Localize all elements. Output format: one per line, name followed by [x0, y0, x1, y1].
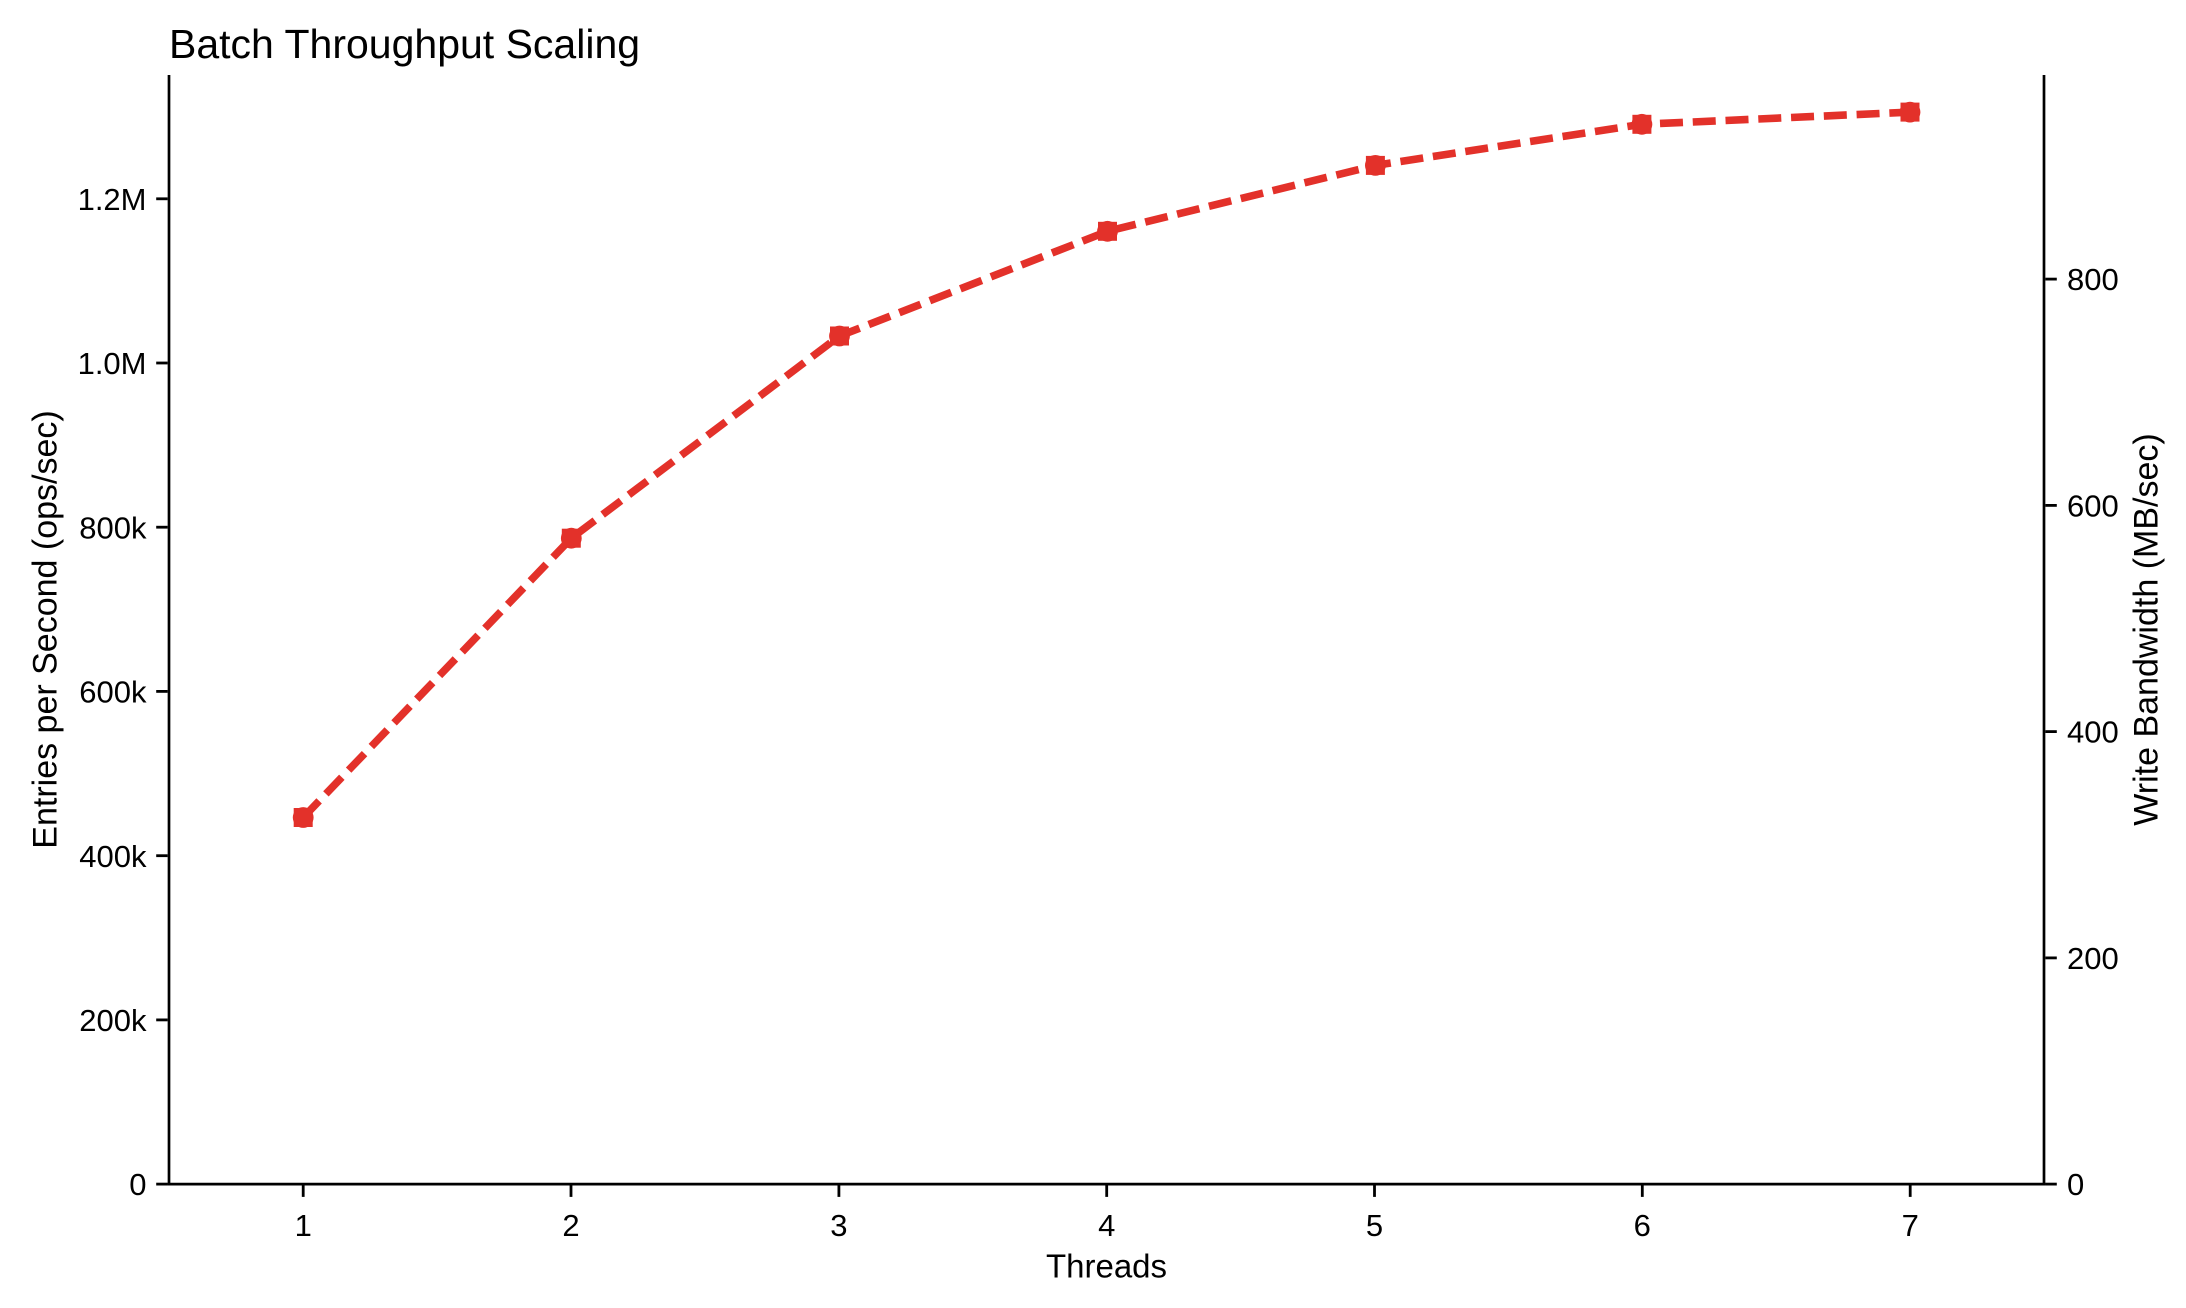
svg-text:0: 0: [2067, 1167, 2084, 1202]
svg-text:200k: 200k: [79, 1003, 147, 1038]
svg-text:1.0M: 1.0M: [78, 346, 147, 381]
svg-text:7: 7: [1902, 1208, 1919, 1243]
svg-text:1: 1: [295, 1208, 312, 1243]
svg-text:Threads: Threads: [1046, 1247, 1167, 1284]
svg-text:3: 3: [830, 1208, 847, 1243]
svg-text:Batch Throughput Scaling: Batch Throughput Scaling: [169, 21, 640, 67]
svg-text:5: 5: [1366, 1208, 1383, 1243]
svg-text:800k: 800k: [79, 510, 147, 545]
svg-text:6: 6: [1634, 1208, 1651, 1243]
svg-text:200: 200: [2067, 941, 2119, 976]
svg-text:600: 600: [2067, 489, 2119, 524]
svg-text:600k: 600k: [79, 675, 147, 710]
svg-text:800: 800: [2067, 262, 2119, 297]
svg-text:Entries per Second (ops/sec): Entries per Second (ops/sec): [27, 410, 65, 848]
svg-text:1.2M: 1.2M: [78, 182, 147, 217]
svg-text:400k: 400k: [79, 839, 147, 874]
svg-text:400: 400: [2067, 715, 2119, 750]
svg-text:4: 4: [1098, 1208, 1115, 1243]
svg-text:0: 0: [129, 1167, 146, 1202]
svg-text:Write Bandwidth (MB/sec): Write Bandwidth (MB/sec): [2127, 433, 2165, 825]
svg-text:2: 2: [562, 1208, 579, 1243]
